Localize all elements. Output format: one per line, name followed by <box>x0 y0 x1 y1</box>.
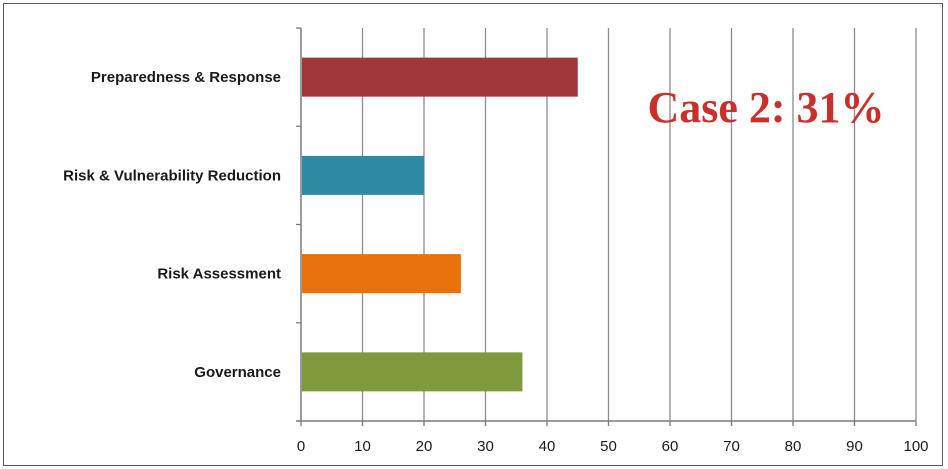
x-tick-label: 20 <box>416 438 433 455</box>
x-tick-labels: 0 10 20 30 40 50 60 70 80 90 100 <box>297 438 929 455</box>
category-label: Risk & Vulnerability Reduction <box>63 167 281 184</box>
x-tick-label: 80 <box>785 438 802 455</box>
bar-risk-vulnerability-reduction <box>302 155 424 195</box>
x-tick-label: 90 <box>846 438 863 455</box>
category-labels: Preparedness & Response Risk & Vulnerabil… <box>63 69 281 381</box>
category-label: Governance <box>194 364 281 381</box>
bar-risk-assessment <box>302 254 461 294</box>
bars <box>302 57 578 392</box>
category-label: Risk Assessment <box>157 266 281 283</box>
x-tick-label: 70 <box>723 438 740 455</box>
x-tick-label: 10 <box>354 438 371 455</box>
bar-governance <box>302 352 523 392</box>
axes <box>296 27 917 426</box>
x-tick-label: 30 <box>477 438 494 455</box>
x-tick-label: 100 <box>903 438 928 455</box>
bar-preparedness-response <box>302 57 578 97</box>
case-annotation: Case 2: 31% <box>647 83 884 132</box>
category-label: Preparedness & Response <box>91 69 281 86</box>
x-tick-label: 60 <box>662 438 679 455</box>
x-tick-label: 50 <box>600 438 617 455</box>
x-tick-label: 0 <box>297 438 305 455</box>
x-tick-label: 40 <box>539 438 556 455</box>
